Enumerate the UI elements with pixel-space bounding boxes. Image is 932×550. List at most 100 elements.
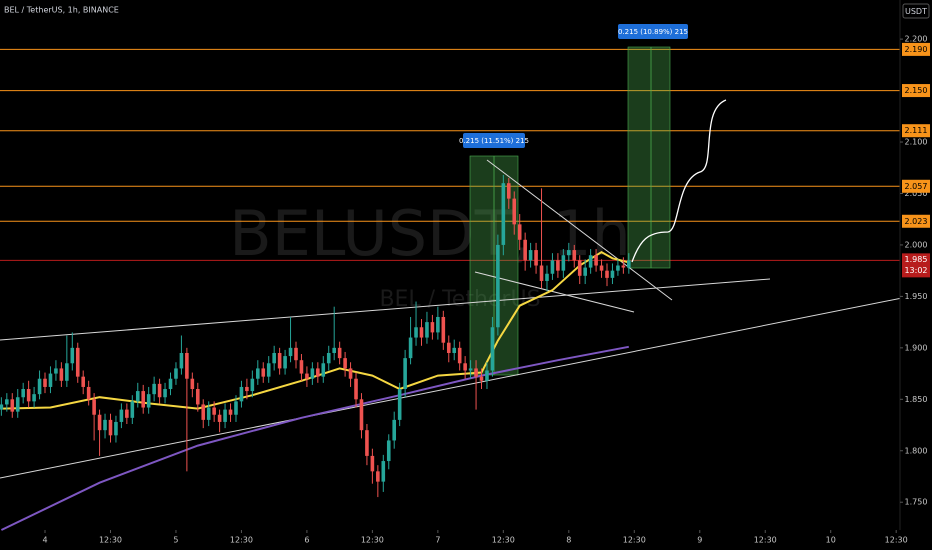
- watermark: BELUSDT, 1h: [229, 197, 631, 270]
- level-label-box: [902, 42, 930, 56]
- candle-body: [370, 455, 375, 472]
- measure-label: 0.215 (10.89%) 215: [618, 28, 688, 36]
- candle-body: [294, 347, 298, 361]
- candle-body: [185, 352, 189, 379]
- candle-body: [441, 316, 446, 343]
- y-tick-label: 1.800: [905, 446, 928, 455]
- candle-body: [386, 440, 391, 462]
- candle-body: [348, 368, 353, 379]
- candle-body: [65, 363, 69, 381]
- candle-body: [206, 407, 211, 420]
- chart-title: BEL / TetherUS, 1h, BINANCE: [4, 6, 119, 15]
- level-label-box: [902, 214, 930, 228]
- candle-body: [605, 270, 609, 278]
- candle-body: [228, 409, 233, 415]
- moving-average: [0, 345, 629, 531]
- candle-body: [48, 373, 53, 387]
- candle-body: [10, 399, 15, 412]
- candle-body: [130, 401, 135, 418]
- candle-body: [316, 368, 320, 377]
- currency-box: [902, 3, 930, 19]
- candle-body: [26, 389, 31, 402]
- level-label: 2.057: [905, 182, 928, 191]
- candle-body: [37, 378, 42, 395]
- candle-body: [321, 363, 326, 377]
- candle-body: [245, 386, 249, 392]
- candle-body: [436, 316, 440, 333]
- candle-body: [201, 404, 206, 420]
- candle-body: [446, 342, 451, 353]
- candle-body: [157, 383, 162, 398]
- channel-lower: [0, 291, 932, 479]
- candle-body: [490, 327, 495, 371]
- x-tick-label: 6: [304, 536, 309, 545]
- candles: [0, 174, 631, 498]
- levels: [0, 48, 900, 261]
- candle-body: [59, 368, 64, 381]
- candle-body: [354, 378, 358, 400]
- candle-body: [125, 409, 129, 418]
- candle-body: [474, 368, 478, 377]
- candle-body: [114, 421, 118, 436]
- x-tick-label: 9: [697, 536, 702, 545]
- candle-body: [485, 370, 489, 381]
- candle-body: [528, 250, 533, 261]
- candle-body: [103, 419, 107, 431]
- candle-body: [21, 389, 25, 398]
- candle-body: [463, 363, 467, 371]
- candle-body: [534, 250, 538, 266]
- y-tick-label: 2.050: [905, 189, 928, 198]
- candle-body: [190, 378, 195, 390]
- candle-body: [299, 360, 304, 374]
- candle-body: [217, 414, 222, 422]
- candle-body: [15, 397, 20, 412]
- level-label: 2.023: [905, 217, 928, 226]
- candle-body: [594, 255, 598, 266]
- candle-body: [561, 255, 566, 271]
- candle-body: [152, 383, 156, 395]
- candle-body: [365, 430, 369, 456]
- measure-boxes: [469, 46, 671, 376]
- measure-label: 0.215 (11.51%) 215: [459, 137, 529, 145]
- candle-body: [496, 244, 500, 328]
- candle-body: [376, 471, 380, 482]
- candle-body: [332, 347, 336, 353]
- x-tick-label: 12:30: [754, 536, 777, 545]
- candle-body: [239, 386, 244, 402]
- candle-body: [381, 461, 386, 482]
- axes: 2.200 2.100 2.050 2.000 1.950 1.900 1.850 1.800…: [42, 35, 930, 545]
- candle-body: [572, 250, 577, 261]
- candle-body: [621, 265, 626, 268]
- x-tick-label: 12:30: [230, 536, 253, 545]
- level-label: 2.111: [905, 126, 928, 135]
- currency: USDT: [905, 7, 927, 16]
- candle-body: [0, 404, 4, 410]
- level-label-box: [902, 124, 930, 138]
- candle-body: [272, 352, 276, 364]
- candle-body: [545, 273, 549, 281]
- candle-body: [539, 265, 544, 281]
- candle-body: [174, 368, 178, 379]
- y-tick-label: 1.900: [905, 343, 928, 352]
- candle-body: [397, 389, 402, 420]
- candle-body: [108, 419, 113, 436]
- candle-body: [599, 265, 604, 271]
- x-tick-label: 8: [566, 536, 571, 545]
- candle-body: [163, 389, 167, 398]
- candle-body: [179, 352, 184, 369]
- y-tick-label: 2.100: [905, 138, 928, 147]
- candle-body: [326, 352, 331, 364]
- x-tick-label: 12:30: [99, 536, 122, 545]
- candle-body: [5, 399, 9, 405]
- x-tick-label: 4: [42, 536, 47, 545]
- measure-box: [627, 46, 671, 269]
- candle-body: [70, 347, 75, 364]
- candle-body: [419, 327, 424, 338]
- candle-body: [283, 356, 287, 369]
- candle-body: [266, 363, 271, 377]
- candle-body: [195, 389, 200, 405]
- candle-body: [616, 265, 620, 271]
- wedge-upper: [486, 159, 673, 301]
- candle-body: [135, 391, 140, 402]
